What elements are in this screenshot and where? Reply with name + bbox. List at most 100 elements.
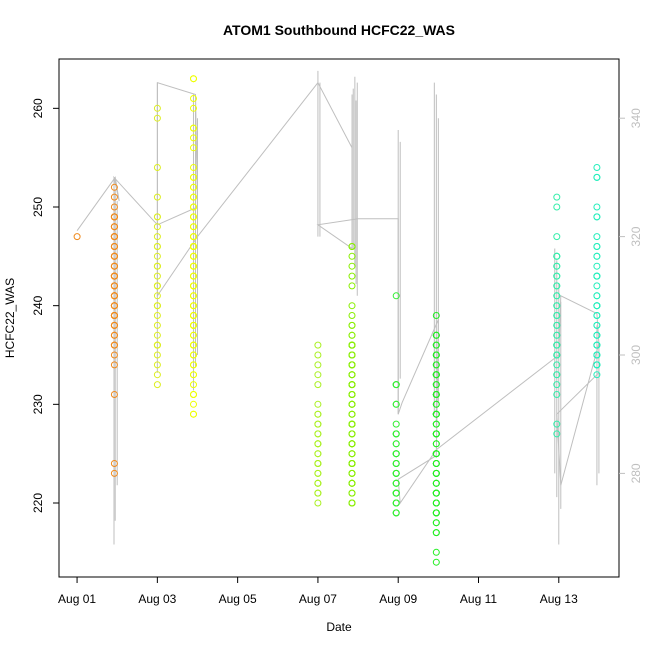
data-point <box>593 341 601 349</box>
data-point <box>153 243 161 250</box>
y2-tick-label: 280 <box>629 463 643 483</box>
data-point <box>392 400 400 408</box>
data-point <box>314 420 322 428</box>
data-point <box>432 499 440 507</box>
data-point <box>314 440 322 448</box>
data-point <box>110 460 118 467</box>
data-point <box>314 450 322 458</box>
data-point <box>153 341 161 349</box>
data-point <box>593 272 601 280</box>
data-point <box>348 499 356 507</box>
data-point <box>593 164 601 171</box>
y2-tick-label: 340 <box>629 108 643 128</box>
data-point <box>190 292 197 300</box>
data-point <box>432 400 440 408</box>
data-point <box>553 430 561 438</box>
data-point <box>190 341 197 349</box>
data-point <box>190 173 197 181</box>
y-tick-label: 230 <box>31 394 45 414</box>
data-point <box>432 351 440 359</box>
data-point <box>432 312 440 319</box>
data-point <box>314 351 322 359</box>
data-point <box>593 243 601 250</box>
data-point <box>432 371 440 379</box>
data-point <box>190 361 197 369</box>
data-point <box>432 548 440 556</box>
data-point <box>553 312 561 319</box>
data-point <box>432 341 440 349</box>
data-point <box>553 272 561 280</box>
data-point <box>348 272 356 280</box>
data-point <box>348 430 356 438</box>
data-point <box>110 213 118 221</box>
data-point <box>190 144 197 152</box>
data-point <box>553 233 561 241</box>
x-tick-label: Aug 07 <box>299 592 337 606</box>
data-point <box>392 460 400 467</box>
data-point <box>593 213 601 221</box>
data-point <box>190 302 197 310</box>
data-point <box>553 391 561 398</box>
data-point <box>153 361 161 369</box>
data-point <box>190 124 197 132</box>
data-point <box>432 440 440 448</box>
data-point <box>553 361 561 369</box>
data-point <box>553 302 561 310</box>
data-point <box>153 213 161 221</box>
y-axis: 220 230 240 250 260 <box>31 98 59 513</box>
data-point <box>348 489 356 497</box>
data-point <box>432 509 440 517</box>
data-point <box>593 203 601 211</box>
data-point <box>553 371 561 379</box>
data-point <box>190 183 197 191</box>
data-point <box>190 381 197 389</box>
data-point <box>348 440 356 448</box>
data-point <box>593 292 601 300</box>
data-point <box>110 361 118 369</box>
data-point <box>392 509 400 517</box>
data-point <box>348 331 356 339</box>
points-layer <box>73 75 601 566</box>
data-point <box>348 410 356 418</box>
data-point <box>348 243 356 250</box>
plot-frame <box>58 58 620 578</box>
secondary-trace-line <box>76 81 600 505</box>
data-point <box>348 450 356 458</box>
x-tick-label: Aug 05 <box>219 592 257 606</box>
x-tick-label: Aug 01 <box>58 592 96 606</box>
data-point <box>190 243 197 250</box>
data-point <box>432 460 440 467</box>
y-axis-label: HCFC22_WAS <box>3 278 17 358</box>
data-point <box>348 420 356 428</box>
data-point <box>190 203 197 211</box>
secondary-y-axis: 280 300 320 340 <box>619 108 643 483</box>
data-point <box>593 173 601 181</box>
data-point <box>314 381 322 389</box>
data-point <box>190 282 197 290</box>
data-point <box>110 282 118 290</box>
data-point <box>392 430 400 438</box>
data-point <box>348 321 356 329</box>
data-point <box>110 312 118 319</box>
y-tick-label: 240 <box>31 295 45 315</box>
data-point <box>153 302 161 310</box>
data-point <box>190 213 197 221</box>
data-point <box>110 203 118 211</box>
data-point <box>348 252 356 260</box>
data-point <box>593 361 601 369</box>
data-point <box>593 371 601 379</box>
x-tick-label: Aug 11 <box>460 592 497 606</box>
data-point <box>110 223 118 231</box>
data-point <box>593 252 601 260</box>
data-point <box>348 312 356 319</box>
data-point <box>190 321 197 329</box>
data-point <box>314 400 322 408</box>
data-point <box>553 351 561 359</box>
data-point <box>110 262 118 270</box>
data-point <box>73 233 81 241</box>
data-point <box>593 331 601 339</box>
data-point <box>314 469 322 477</box>
data-point <box>593 262 601 270</box>
y-tick-label: 260 <box>31 98 45 118</box>
data-point <box>553 341 561 349</box>
